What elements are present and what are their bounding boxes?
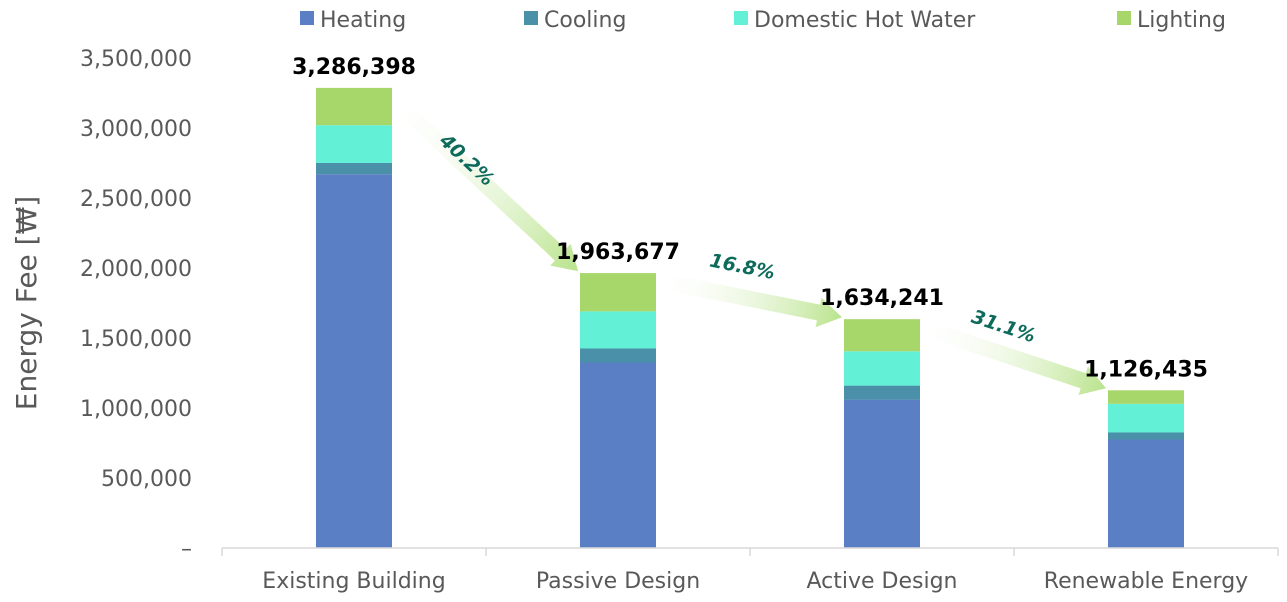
bars <box>316 87 1184 548</box>
bar-segment-2-1 <box>844 385 920 400</box>
bar-segment-2-3 <box>844 319 920 352</box>
reduction-arrow-0 <box>382 88 578 272</box>
legend-label-2: Domestic Hot Water <box>754 8 976 33</box>
x-tick-label-3: Renewable Energy <box>1044 569 1248 594</box>
reduction-arrow-shape-0 <box>382 88 578 272</box>
bar-segment-1-1 <box>580 348 656 363</box>
y-tick-label-4: 2,000,000 <box>80 257 192 282</box>
bar-segment-3-1 <box>1108 432 1184 440</box>
bar-segment-1-0 <box>580 362 656 548</box>
bar-segment-3-0 <box>1108 439 1184 548</box>
bar-segment-1-2 <box>580 311 656 349</box>
bar-segment-1-3 <box>580 273 656 312</box>
legend-label-0: Heating <box>320 8 406 33</box>
x-tick-label-0: Existing Building <box>262 569 445 594</box>
bar-segment-0-1 <box>316 163 392 175</box>
bar-segment-0-2 <box>316 125 392 163</box>
y-tick-label-2: 1,000,000 <box>80 397 192 422</box>
y-axis: – 500,000 1,000,000 1,500,000 2,000,000 2,500… <box>10 47 192 562</box>
y-tick-label-6: 3,000,000 <box>80 117 192 142</box>
reduction-label-0: 40.2% <box>434 129 498 191</box>
y-tick-label-0: – <box>181 537 192 562</box>
legend-label-3: Lighting <box>1137 8 1226 33</box>
bar-segment-0-3 <box>316 87 392 126</box>
total-label-2: 1,634,241 <box>820 286 944 311</box>
bar-segment-2-2 <box>844 351 920 386</box>
total-label-3: 1,126,435 <box>1084 357 1208 382</box>
legend-swatch-0 <box>300 11 314 25</box>
reduction-arrow-1 <box>650 271 843 328</box>
bar-segment-3-2 <box>1108 403 1184 433</box>
legend-swatch-1 <box>524 11 538 25</box>
reduction-arrow-shape-1 <box>650 271 843 328</box>
legend-swatch-3 <box>1117 11 1131 25</box>
bar-segment-0-0 <box>316 174 392 548</box>
legend-label-1: Cooling <box>544 8 626 33</box>
total-label-0: 3,286,398 <box>292 55 416 80</box>
reduction-label-1: 16.8% <box>708 250 777 285</box>
y-tick-label-1: 500,000 <box>101 467 192 492</box>
reduction-arrows: 40.2%16.8%31.1% <box>382 88 1107 395</box>
y-axis-title: Energy Fee [₩] <box>10 196 43 410</box>
x-tick-label-2: Active Design <box>806 569 957 594</box>
x-axis: Existing Building Passive Design Active De… <box>221 547 1279 594</box>
total-label-1: 1,963,677 <box>556 240 680 265</box>
reduction-arrow-2 <box>913 317 1107 395</box>
x-tick-label-1: Passive Design <box>536 569 700 594</box>
reduction-arrow-shape-2 <box>913 317 1107 395</box>
y-tick-label-5: 2,500,000 <box>80 187 192 212</box>
bar-segment-2-0 <box>844 399 920 548</box>
bar-segment-3-3 <box>1108 390 1184 404</box>
y-tick-label-3: 1,500,000 <box>80 327 192 352</box>
total-labels: 3,286,398 1,963,677 1,634,241 1,126,435 <box>292 55 1208 382</box>
legend-swatch-2 <box>734 11 748 25</box>
y-tick-label-7: 3,500,000 <box>80 47 192 72</box>
legend: Heating Cooling Domestic Hot Water Lighting <box>300 8 1226 33</box>
